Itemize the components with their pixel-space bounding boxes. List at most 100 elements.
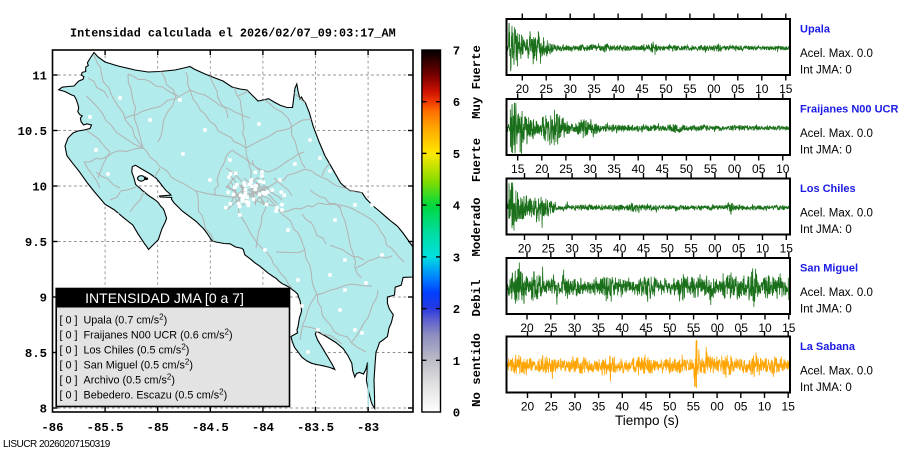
svg-text:11: 11 xyxy=(32,70,47,84)
svg-text:15: 15 xyxy=(511,162,525,176)
svg-text:55: 55 xyxy=(684,242,698,256)
svg-text:Acel. Max. 0.0: Acel. Max. 0.0 xyxy=(800,287,873,299)
svg-text:20: 20 xyxy=(520,321,534,335)
svg-text:50: 50 xyxy=(663,400,677,414)
svg-text:00: 00 xyxy=(710,400,724,414)
svg-text:40: 40 xyxy=(613,242,627,256)
svg-text:[ 0 ] Bebedero. Escazu (0.5 c: [ 0 ] Bebedero. Escazu (0.5 cm/s2) xyxy=(60,387,228,401)
svg-text:[ 0 ] Archivo (0.5 cm/s2): [ 0 ] Archivo (0.5 cm/s2) xyxy=(60,372,175,386)
svg-text:25: 25 xyxy=(542,242,556,256)
svg-text:55: 55 xyxy=(687,321,701,335)
svg-text:40: 40 xyxy=(611,82,625,96)
svg-text:25: 25 xyxy=(544,321,558,335)
svg-text:[ 0 ] Upala (0.7 cm/s2): [ 0 ] Upala (0.7 cm/s2) xyxy=(60,312,168,326)
svg-text:20: 20 xyxy=(535,162,549,176)
svg-text:Tiempo (s): Tiempo (s) xyxy=(615,413,679,428)
svg-text:10: 10 xyxy=(758,321,772,335)
svg-text:15: 15 xyxy=(782,400,796,414)
svg-text:-84: -84 xyxy=(252,421,275,435)
svg-text:55: 55 xyxy=(683,82,697,96)
svg-text:La Sabana: La Sabana xyxy=(800,341,856,353)
svg-text:[ 0 ] Fraijanes N00 UCR (0.6: [ 0 ] Fraijanes N00 UCR (0.6 cm/s2) xyxy=(60,327,233,341)
svg-text:10: 10 xyxy=(32,181,47,195)
svg-text:Acel. Max. 0.0: Acel. Max. 0.0 xyxy=(800,128,873,140)
svg-text:10: 10 xyxy=(776,162,790,176)
svg-text:Debil: Debil xyxy=(470,280,484,317)
svg-text:6: 6 xyxy=(453,96,460,110)
svg-text:30: 30 xyxy=(565,242,579,256)
svg-text:Int JMA: 0: Int JMA: 0 xyxy=(800,224,852,236)
svg-text:0: 0 xyxy=(453,407,460,421)
svg-text:05: 05 xyxy=(731,82,745,96)
svg-text:05: 05 xyxy=(752,162,766,176)
svg-text:25: 25 xyxy=(545,400,559,414)
svg-text:-85.5: -85.5 xyxy=(87,421,124,435)
svg-text:35: 35 xyxy=(592,400,606,414)
svg-text:20: 20 xyxy=(521,400,535,414)
svg-text:Int JMA: 0: Int JMA: 0 xyxy=(800,304,852,316)
svg-text:40: 40 xyxy=(632,162,646,176)
svg-text:Upala: Upala xyxy=(800,24,831,36)
svg-text:1: 1 xyxy=(453,355,460,369)
svg-text:Fuerte: Fuerte xyxy=(470,138,484,182)
svg-text:Los Chiles: Los Chiles xyxy=(800,183,856,195)
svg-text:Intensidad calculada el 2026/0: Intensidad calculada el 2026/02/07_09:03… xyxy=(70,27,396,41)
svg-text:Fraijanes N00 UCR: Fraijanes N00 UCR xyxy=(800,104,898,116)
svg-text:Acel. Max. 0.0: Acel. Max. 0.0 xyxy=(800,48,873,60)
svg-text:00: 00 xyxy=(728,162,742,176)
svg-text:20: 20 xyxy=(516,82,530,96)
svg-text:Int JMA: 0: Int JMA: 0 xyxy=(800,382,852,394)
svg-text:55: 55 xyxy=(687,400,701,414)
svg-text:-86: -86 xyxy=(41,421,63,435)
svg-text:05: 05 xyxy=(732,242,746,256)
svg-text:LISUCR 20260207150319: LISUCR 20260207150319 xyxy=(3,439,111,450)
svg-text:2: 2 xyxy=(453,303,460,317)
svg-text:25: 25 xyxy=(559,162,573,176)
svg-text:[ 0 ] San Miguel (0.5 cm/s2): [ 0 ] San Miguel (0.5 cm/s2) xyxy=(60,357,193,371)
svg-text:4: 4 xyxy=(453,200,461,214)
svg-text:50: 50 xyxy=(680,162,694,176)
svg-text:Moderado: Moderado xyxy=(470,197,484,256)
svg-text:05: 05 xyxy=(734,400,748,414)
svg-text:35: 35 xyxy=(589,242,603,256)
svg-text:3: 3 xyxy=(453,251,460,265)
svg-text:45: 45 xyxy=(639,321,653,335)
svg-text:00: 00 xyxy=(707,82,721,96)
svg-text:00: 00 xyxy=(711,321,725,335)
svg-text:35: 35 xyxy=(592,321,606,335)
svg-text:45: 45 xyxy=(635,82,649,96)
svg-text:10: 10 xyxy=(755,82,769,96)
svg-text:-83.5: -83.5 xyxy=(297,421,334,435)
svg-text:45: 45 xyxy=(637,242,651,256)
svg-text:35: 35 xyxy=(607,162,621,176)
svg-text:35: 35 xyxy=(587,82,601,96)
svg-text:40: 40 xyxy=(616,321,630,335)
svg-text:15: 15 xyxy=(782,321,796,335)
svg-text:8: 8 xyxy=(40,403,47,417)
svg-text:30: 30 xyxy=(583,162,597,176)
svg-text:INTENSIDAD JMA [0 a 7]: INTENSIDAD JMA [0 a 7] xyxy=(85,290,244,306)
svg-text:No sentido: No sentido xyxy=(470,333,484,407)
svg-text:25: 25 xyxy=(540,82,554,96)
svg-text:55: 55 xyxy=(704,162,718,176)
svg-text:30: 30 xyxy=(568,321,582,335)
svg-text:7: 7 xyxy=(453,45,460,59)
svg-text:Int JMA: 0: Int JMA: 0 xyxy=(800,145,852,157)
svg-text:50: 50 xyxy=(659,82,673,96)
svg-text:[ 0 ] Los Chiles (0.5 cm/s2): [ 0 ] Los Chiles (0.5 cm/s2) xyxy=(60,342,190,356)
svg-text:45: 45 xyxy=(656,162,670,176)
svg-text:-84.5: -84.5 xyxy=(192,421,229,435)
svg-text:10.5: 10.5 xyxy=(17,125,47,139)
svg-text:40: 40 xyxy=(616,400,630,414)
svg-text:15: 15 xyxy=(780,242,794,256)
svg-text:San Miguel: San Miguel xyxy=(800,263,858,275)
svg-text:05: 05 xyxy=(735,321,749,335)
svg-text:15: 15 xyxy=(779,82,793,96)
svg-text:50: 50 xyxy=(663,321,677,335)
svg-text:45: 45 xyxy=(639,400,653,414)
svg-text:-83: -83 xyxy=(357,421,379,435)
svg-text:Int JMA: 0: Int JMA: 0 xyxy=(800,65,852,77)
svg-text:8.5: 8.5 xyxy=(25,347,47,361)
svg-text:30: 30 xyxy=(568,400,582,414)
svg-text:5: 5 xyxy=(453,148,460,162)
